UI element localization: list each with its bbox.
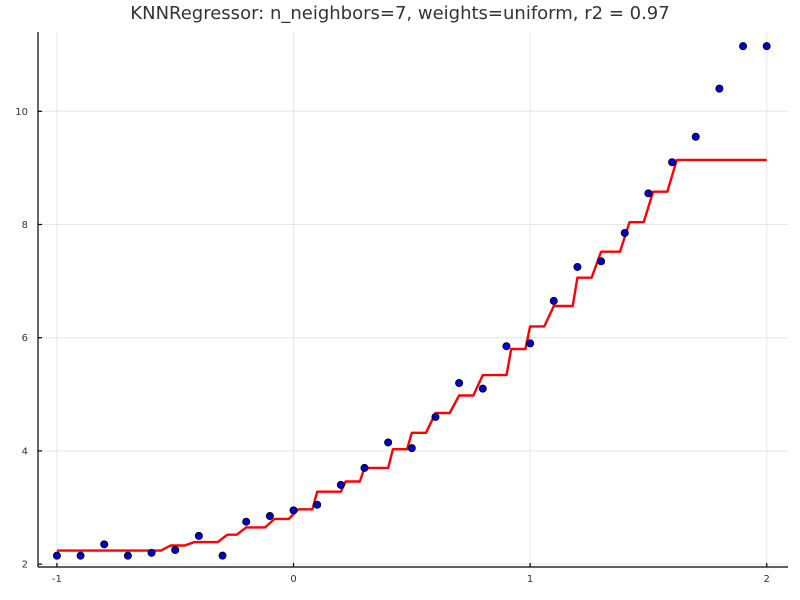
y-tick-label-3: 8 <box>22 220 28 231</box>
data-point-10 <box>289 506 298 515</box>
prediction-line-layer <box>56 158 767 552</box>
data-point-22 <box>573 262 582 271</box>
data-point-11 <box>313 500 322 509</box>
y-tick-label-2: 6 <box>22 333 28 344</box>
data-point-2 <box>100 540 109 549</box>
tick-labels: -1 0 1 2 2 4 6 8 10 <box>15 107 770 585</box>
data-point-29 <box>739 42 748 51</box>
data-points <box>52 42 771 560</box>
data-point-19 <box>502 342 511 351</box>
data-point-28 <box>715 84 724 93</box>
data-point-24 <box>620 228 629 237</box>
data-point-30 <box>762 42 771 51</box>
data-point-15 <box>407 444 416 453</box>
data-point-1 <box>76 551 85 560</box>
prediction-line-0 <box>56 158 767 552</box>
data-point-25 <box>644 189 653 198</box>
data-point-27 <box>691 132 700 141</box>
data-point-17 <box>455 379 464 388</box>
x-tick-label-0: -1 <box>52 574 62 585</box>
axes <box>37 32 788 568</box>
grid-lines <box>38 32 788 567</box>
chart-title: KNNRegressor: n_neighbors=7, weights=uni… <box>130 3 669 24</box>
data-point-9 <box>265 512 274 521</box>
x-tick-label-2: 1 <box>527 574 533 585</box>
x-tick-label-1: 0 <box>290 574 296 585</box>
data-point-12 <box>336 480 345 489</box>
data-point-21 <box>549 296 558 305</box>
y-tick-label-0: 2 <box>22 560 28 571</box>
data-point-3 <box>123 551 132 560</box>
data-point-20 <box>526 339 535 348</box>
data-point-14 <box>384 438 393 447</box>
data-point-6 <box>194 531 203 540</box>
data-point-23 <box>597 257 606 266</box>
data-point-4 <box>147 548 156 557</box>
data-point-8 <box>242 517 251 526</box>
data-point-7 <box>218 551 227 560</box>
data-point-0 <box>52 551 61 560</box>
data-point-26 <box>668 158 677 167</box>
data-point-16 <box>431 412 440 421</box>
data-point-13 <box>360 463 369 472</box>
y-tick-label-4: 10 <box>15 107 28 118</box>
y-tick-label-1: 4 <box>22 446 28 457</box>
data-point-5 <box>171 546 180 555</box>
x-tick-label-3: 2 <box>764 574 770 585</box>
data-point-18 <box>478 384 487 393</box>
